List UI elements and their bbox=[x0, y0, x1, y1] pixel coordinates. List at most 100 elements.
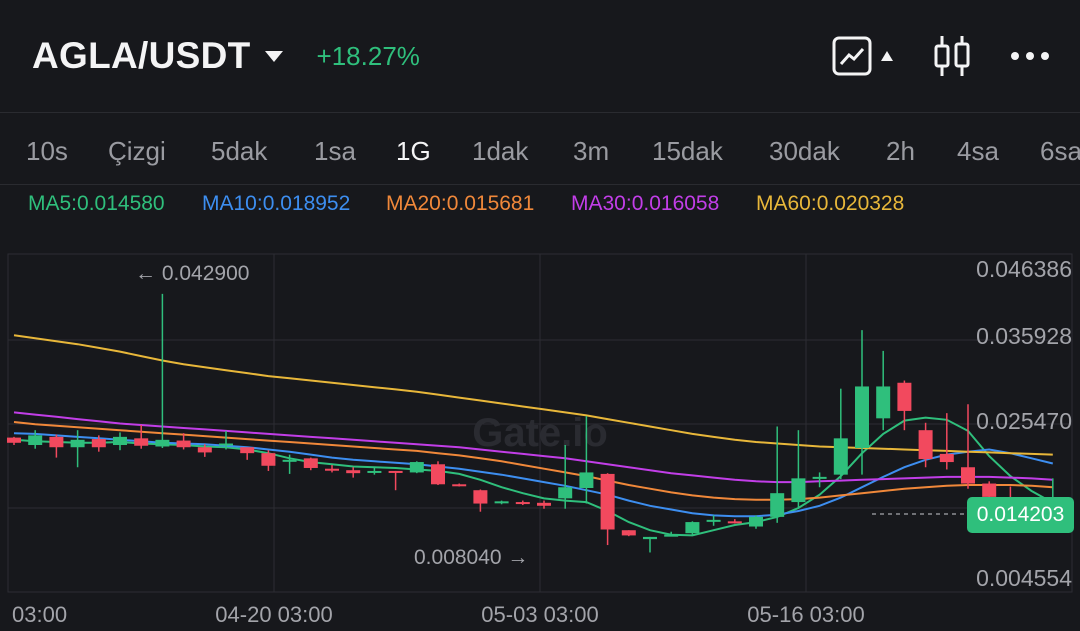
candle bbox=[388, 470, 403, 491]
ma60-value: MA60:0.020328 bbox=[756, 192, 905, 215]
ma30-value: MA30:0.016058 bbox=[571, 192, 720, 215]
candle bbox=[7, 436, 21, 446]
candle bbox=[982, 481, 997, 500]
candle-body bbox=[7, 437, 21, 443]
candle-body bbox=[28, 435, 43, 446]
candle bbox=[134, 425, 149, 449]
candle bbox=[367, 467, 382, 475]
candle-body bbox=[770, 493, 785, 517]
high-annotation: ← 0.042900 bbox=[135, 262, 249, 285]
tab-1sa[interactable]: 1sa bbox=[314, 136, 356, 166]
tab-2h[interactable]: 2h bbox=[886, 136, 915, 166]
candle bbox=[812, 472, 827, 488]
candles bbox=[7, 293, 1060, 553]
candle bbox=[346, 467, 361, 478]
tab-30dak[interactable]: 30dak bbox=[769, 136, 840, 166]
candle bbox=[897, 380, 912, 431]
x-tick: 05-16 03:00 bbox=[747, 602, 864, 627]
tab-6sa[interactable]: 6sa bbox=[1040, 136, 1080, 166]
y-tick: 0.035928 bbox=[976, 323, 1072, 349]
x-tick: 04-20 03:00 bbox=[215, 602, 332, 627]
candle-body bbox=[621, 530, 636, 536]
tab-10s[interactable]: 10s bbox=[26, 136, 68, 166]
chevron-down-icon[interactable] bbox=[264, 50, 283, 62]
candle bbox=[706, 515, 721, 526]
candle-body bbox=[812, 476, 827, 479]
tab-15dak[interactable]: 15dak bbox=[652, 136, 723, 166]
candle-body bbox=[494, 501, 509, 504]
x-tick: 03:00 bbox=[12, 602, 67, 627]
candle-body bbox=[855, 386, 869, 448]
candle bbox=[473, 489, 488, 512]
price-change: +18.27% bbox=[316, 40, 420, 71]
tab-3m[interactable]: 3m bbox=[573, 136, 610, 166]
candle-body bbox=[537, 502, 551, 506]
candle bbox=[833, 388, 848, 480]
tab-5dak[interactable]: 5dak bbox=[211, 136, 268, 166]
candle-body bbox=[303, 458, 318, 468]
candle-body bbox=[918, 430, 933, 460]
candle-body bbox=[558, 487, 573, 499]
ma-legend: MA5:0.014580 MA10:0.018952 MA20:0.015681… bbox=[0, 192, 1080, 220]
candle-body bbox=[664, 534, 679, 537]
candle bbox=[176, 433, 191, 450]
y-tick: 0.025470 bbox=[976, 408, 1072, 434]
caret-up-icon[interactable] bbox=[880, 50, 894, 62]
candle-body bbox=[579, 472, 594, 488]
candle-body bbox=[897, 382, 912, 411]
candle bbox=[537, 500, 551, 509]
candle bbox=[791, 430, 806, 509]
candle bbox=[325, 465, 339, 473]
candle-body bbox=[791, 478, 806, 503]
candle-body bbox=[643, 536, 657, 540]
candle bbox=[876, 350, 891, 431]
candle bbox=[431, 461, 445, 486]
candle-body bbox=[939, 453, 954, 463]
line-chart-icon[interactable] bbox=[832, 36, 872, 76]
low-annotation: 0.008040 → bbox=[414, 546, 528, 569]
candle bbox=[685, 521, 700, 535]
candle bbox=[70, 430, 85, 468]
tab-1dak[interactable]: 1dak bbox=[472, 136, 529, 166]
candle bbox=[558, 445, 573, 509]
candlestick-icon[interactable] bbox=[932, 34, 972, 78]
candle-body bbox=[600, 473, 615, 530]
candle-body bbox=[134, 438, 149, 446]
candle bbox=[494, 500, 509, 505]
candle-body bbox=[431, 464, 445, 485]
tab-4sa[interactable]: 4sa bbox=[957, 136, 999, 166]
ma-line-ma60 bbox=[13, 334, 1053, 456]
tab-line[interactable]: Çizgi bbox=[108, 136, 166, 166]
header: AGLA/USDT +18.27% bbox=[0, 0, 1080, 113]
tab-1g[interactable]: 1G bbox=[396, 136, 431, 166]
candle bbox=[28, 430, 43, 449]
candle-body bbox=[367, 470, 382, 473]
candle-body bbox=[727, 521, 742, 524]
candle-body bbox=[49, 436, 64, 448]
candle-body bbox=[155, 439, 170, 447]
ma20-value: MA20:0.015681 bbox=[386, 192, 535, 215]
candle-body bbox=[240, 447, 255, 454]
candle bbox=[409, 461, 424, 474]
x-tick: 05-03 03:00 bbox=[481, 602, 598, 627]
candle bbox=[770, 426, 785, 523]
candle-body bbox=[91, 439, 106, 448]
candle bbox=[515, 500, 530, 506]
interval-tabs: 10s Çizgi 5dak 1sa 1G 1dak 3m 15dak 30da… bbox=[0, 118, 1080, 185]
ma5-value: MA5:0.014580 bbox=[28, 192, 165, 215]
candle-body bbox=[261, 453, 276, 466]
last-price-tag[interactable]: 0.014203 bbox=[967, 497, 1074, 533]
candle-body bbox=[833, 438, 848, 475]
watermark: Gate.io bbox=[472, 411, 608, 455]
candle bbox=[579, 416, 594, 504]
candle bbox=[939, 413, 954, 470]
pair-title[interactable]: AGLA/USDT bbox=[32, 35, 251, 76]
more-icon[interactable] bbox=[1010, 51, 1050, 61]
candle bbox=[727, 519, 742, 524]
candle bbox=[155, 293, 170, 448]
candle bbox=[113, 432, 127, 451]
candle-body bbox=[876, 386, 891, 419]
header-actions bbox=[832, 34, 1050, 78]
candle-body bbox=[473, 490, 488, 504]
